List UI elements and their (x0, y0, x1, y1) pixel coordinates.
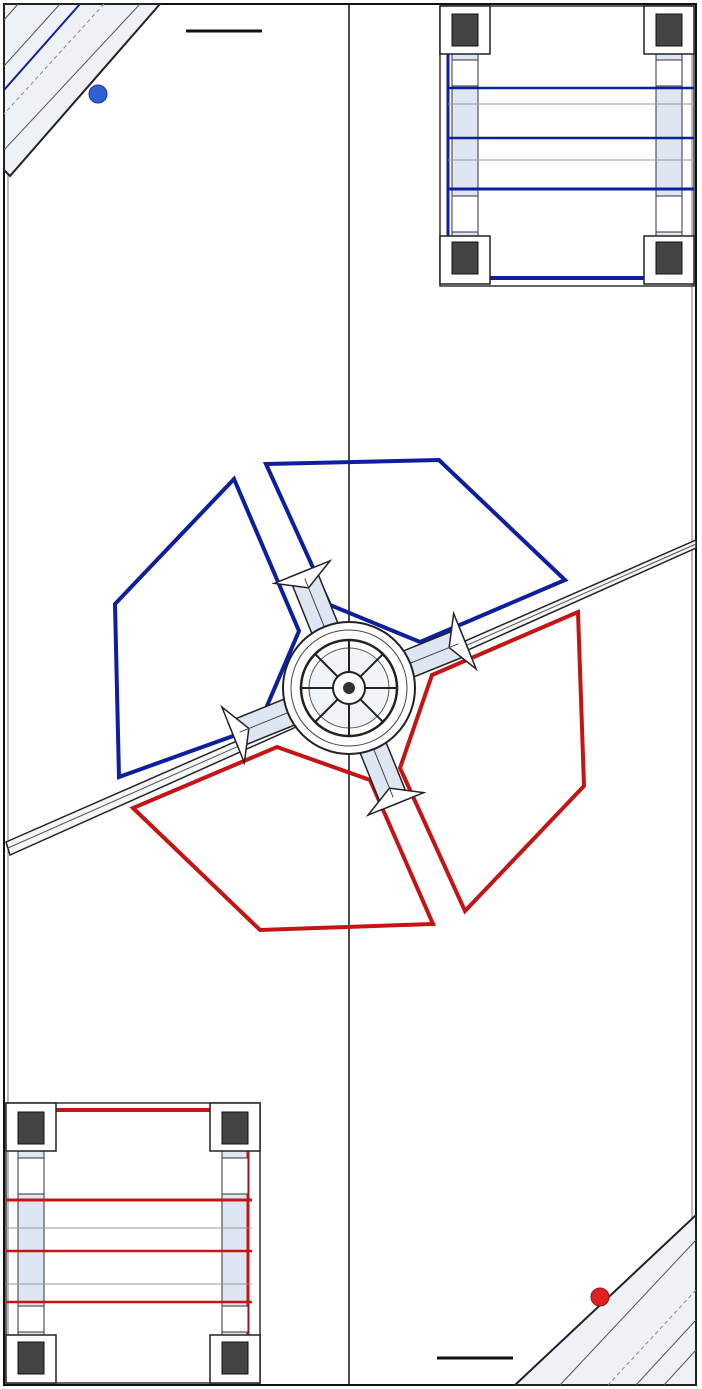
blue-scaffold (440, 6, 694, 286)
red-marker-icon (591, 1288, 609, 1306)
red-scaffold (6, 1103, 260, 1383)
blue-marker-icon (89, 85, 107, 103)
ramp-top-left (4, 4, 160, 176)
